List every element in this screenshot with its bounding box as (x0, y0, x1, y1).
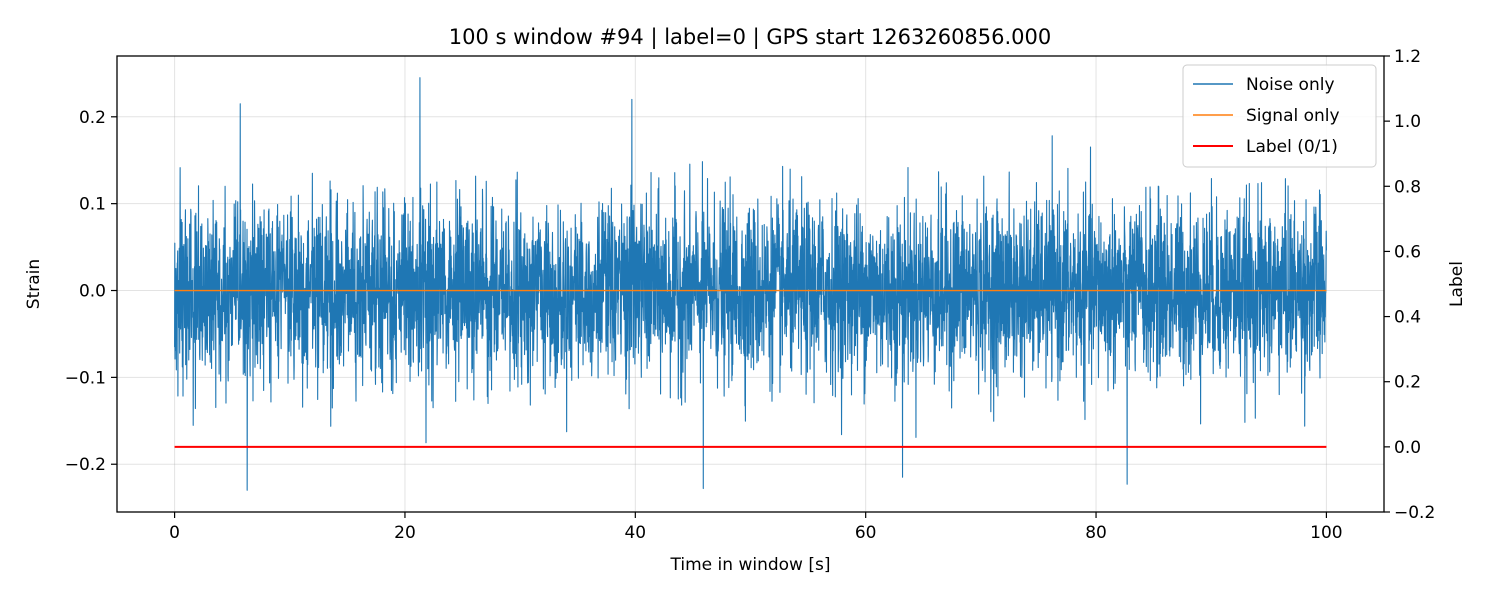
legend-label: Label (0/1) (1246, 137, 1338, 157)
axis-layer: 0 20 40 60 80 100 −0.2 −0.1 0.0 0.1 0.2 −0.2 0.0 0.2 0… (65, 47, 1436, 543)
y2-tick-label: 1.2 (1394, 47, 1421, 67)
y-tick-label: 0.0 (79, 282, 106, 302)
y2-tick-label: 0.0 (1394, 438, 1421, 458)
y-axis-label: Strain (24, 259, 44, 309)
y2-tick-label: 0.6 (1394, 242, 1421, 262)
y2-tick-label: −0.2 (1394, 503, 1435, 523)
plot-area (174, 77, 1327, 491)
x-tick-label: 100 (1310, 523, 1342, 543)
x-tick-label: 40 (624, 523, 646, 543)
y-tick-label: 0.2 (79, 108, 106, 128)
x-tick-label: 20 (394, 523, 416, 543)
x-tick-label: 60 (855, 523, 877, 543)
y-tick-label: −0.2 (65, 455, 106, 475)
x-tick-label: 80 (1085, 523, 1107, 543)
legend-box (1182, 64, 1377, 168)
noise-series-line (174, 77, 1327, 491)
y2-axis-label: Label (1447, 261, 1467, 307)
legend-label: Noise only (1246, 75, 1335, 95)
plot-frame (116, 55, 1385, 513)
chart-title: 100 s window #94 | label=0 | GPS start 1… (449, 25, 1052, 50)
y-tick-label: 0.1 (79, 195, 106, 215)
legend-label: Signal only (1246, 106, 1340, 126)
y-tick-label: −0.1 (65, 368, 106, 388)
y2-tick-label: 1.0 (1394, 112, 1421, 132)
y2-tick-label: 0.2 (1394, 373, 1421, 393)
x-axis-label: Time in window [s] (670, 555, 831, 575)
legend: Noise only Signal only Label (0/1) (1182, 64, 1377, 168)
y2-tick-label: 0.8 (1394, 177, 1421, 197)
y2-tick-label: 0.4 (1394, 308, 1421, 328)
x-tick-label: 0 (169, 523, 180, 543)
